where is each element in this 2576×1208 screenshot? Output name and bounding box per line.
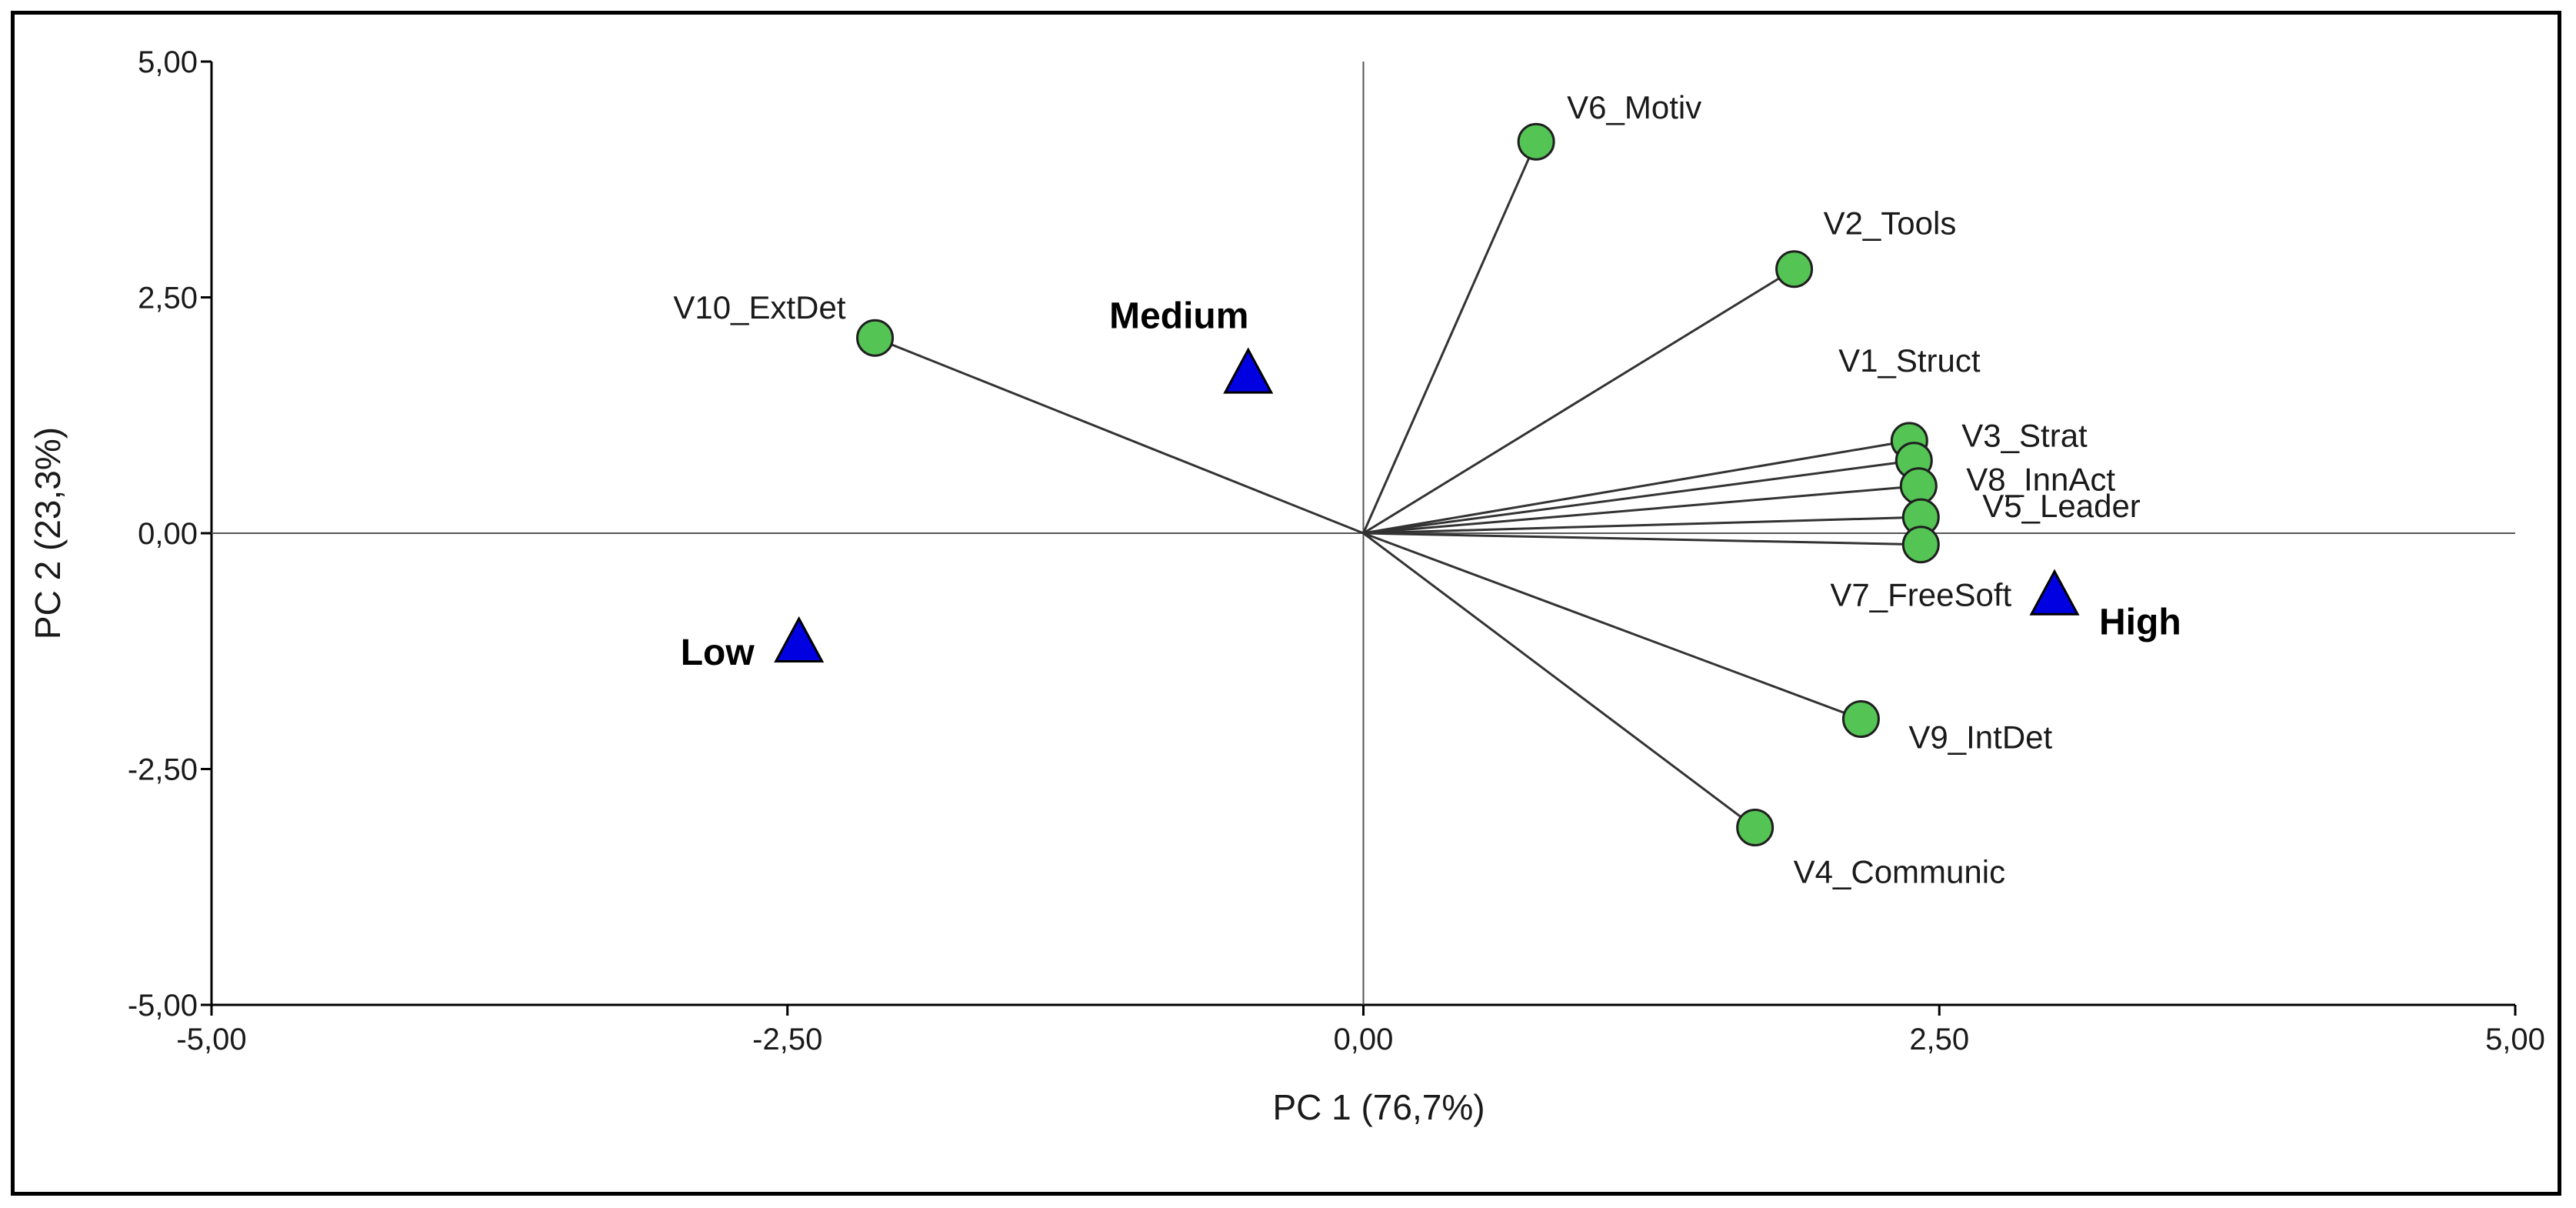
markers [774,122,2080,847]
loading-line-v5_leader [1363,516,1921,535]
group-point-high [2029,569,2080,616]
variable-point-v8_innact [1899,467,1938,506]
variable-label-v4_communic: V4_Communic [1794,854,2005,890]
y-axis-title: PC 2 (23,3%) [28,427,68,639]
variable-label-v8_innact: V8_InnAct [1966,462,2115,498]
group-label-low: Low [681,632,755,673]
group-point-low [774,616,825,662]
variable-label-v3_strat: V3_Strat [1961,418,2088,454]
y-tick-label: 2,50 [138,282,198,315]
x-tick-label: 0,00 [1334,1023,1394,1056]
variable-point-v9_intdet [1841,700,1880,739]
variable-point-v6_motiv [1517,122,1555,161]
variable-label-v6_motiv: V6_Motiv [1567,89,1701,125]
chart-frame [11,11,2561,1196]
axes [201,60,2517,1016]
loading-lines [875,141,1921,829]
loading-line-v10_extdet [875,336,1365,535]
group-label-high: High [2099,602,2181,643]
x-tick-label: -5,00 [176,1023,246,1056]
group-point-medium [1223,347,1274,394]
y-tick-label: -2,50 [128,753,198,787]
labels: -5,00 -2,50 0,00 2,50 5,00 5,00 2,50 0,00 -2,50 -… [28,45,2545,1127]
loading-line-v3_strat [1363,459,1915,535]
y-tick-label: 5,00 [138,45,198,79]
variable-label-v9_intdet: V9_IntDet [1908,719,2052,756]
y-tick-label: -5,00 [128,989,198,1023]
loading-line-v4_communic [1362,532,1756,829]
loading-line-v1_struct [1363,439,1910,535]
variable-label-v2_tools: V2_Tools [1824,205,1957,242]
variable-label-v10_extdet: V10_ExtDet [673,289,845,325]
group-label-medium: Medium [1109,296,1248,337]
x-axis-title: PC 1 (76,7%) [1272,1087,1485,1127]
variable-point-v10_extdet [856,319,895,357]
variable-point-v7_freesoft [1901,526,1940,564]
loading-line-v7_freesoft [1363,532,1921,546]
variable-point-v4_communic [1736,809,1775,847]
variable-point-v2_tools [1775,250,1814,289]
variable-label-v7_freesoft: V7_FreeSoft [1830,577,2011,613]
y-tick-label: 0,00 [138,517,198,551]
loading-line-v6_motiv [1362,141,1538,534]
loading-line-v8_innact [1363,485,1919,535]
x-tick-label: 5,00 [2485,1023,2545,1056]
x-tick-label: -2,50 [752,1023,822,1056]
loading-line-v2_tools [1362,268,1795,535]
variable-label-v5_leader: V5_Leader [1982,488,2141,524]
variable-label-v1_struct: V1_Struct [1838,342,1981,379]
x-tick-label: 2,50 [1909,1023,1969,1056]
loading-line-v9_intdet [1362,532,1861,720]
